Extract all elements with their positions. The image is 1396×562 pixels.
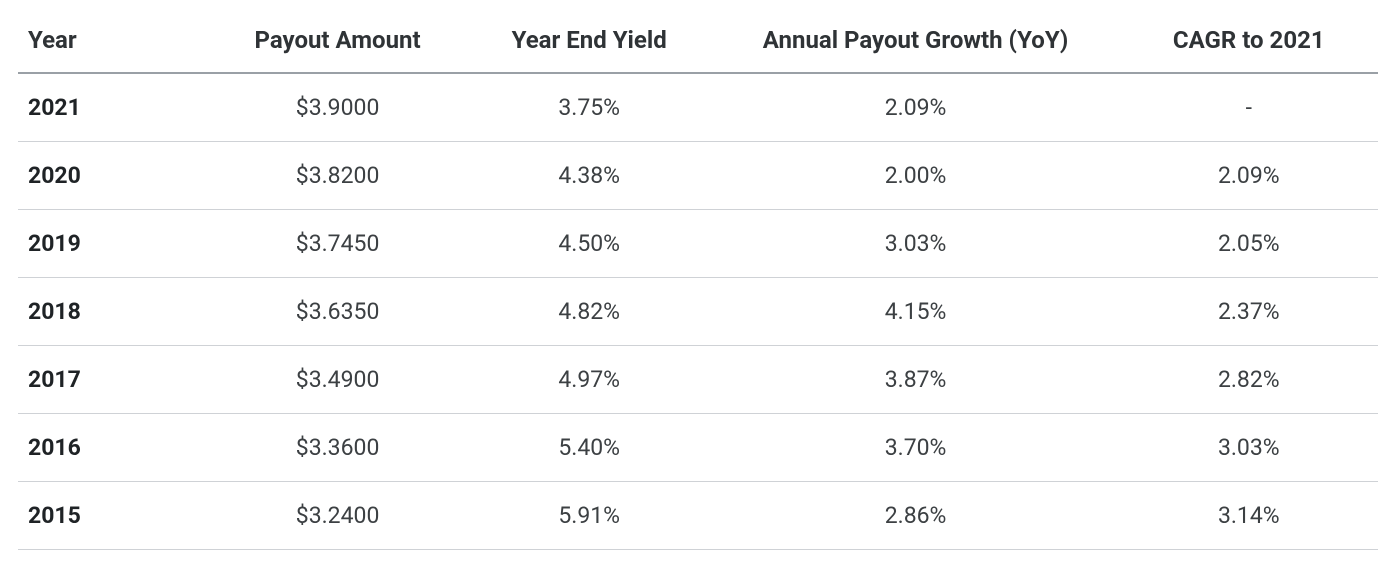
- cell-year: 2020: [18, 142, 208, 210]
- cell-cagr: 3.14%: [1120, 482, 1378, 550]
- cell-yield: 5.91%: [467, 482, 712, 550]
- cell-cagr: 2.82%: [1120, 346, 1378, 414]
- cell-year: 2016: [18, 414, 208, 482]
- cell-yield: 4.38%: [467, 142, 712, 210]
- cell-growth: 4.15%: [712, 278, 1120, 346]
- cell-yield: 4.97%: [467, 346, 712, 414]
- col-header-growth: Annual Payout Growth (YoY): [712, 12, 1120, 73]
- cell-payout: $3.2400: [208, 482, 466, 550]
- table-row: 2015 $3.2400 5.91% 2.86% 3.14%: [18, 482, 1378, 550]
- cell-growth: 3.87%: [712, 346, 1120, 414]
- col-header-year: Year: [18, 12, 208, 73]
- cell-payout: $3.7450: [208, 210, 466, 278]
- cell-payout: $3.6350: [208, 278, 466, 346]
- cell-payout: $3.3600: [208, 414, 466, 482]
- table-header-row: Year Payout Amount Year End Yield Annual…: [18, 12, 1378, 73]
- cell-year: 2017: [18, 346, 208, 414]
- cell-cagr: 2.37%: [1120, 278, 1378, 346]
- cell-year: 2015: [18, 482, 208, 550]
- table-row: 2016 $3.3600 5.40% 3.70% 3.03%: [18, 414, 1378, 482]
- cell-growth: 2.00%: [712, 142, 1120, 210]
- col-header-cagr: CAGR to 2021: [1120, 12, 1378, 73]
- cell-year: 2018: [18, 278, 208, 346]
- table-row: 2021 $3.9000 3.75% 2.09% -: [18, 73, 1378, 142]
- cell-payout: $3.4900: [208, 346, 466, 414]
- table-row: 2020 $3.8200 4.38% 2.00% 2.09%: [18, 142, 1378, 210]
- cell-growth: 2.09%: [712, 73, 1120, 142]
- cell-yield: 4.82%: [467, 278, 712, 346]
- cell-yield: 5.40%: [467, 414, 712, 482]
- table-row: 2018 $3.6350 4.82% 4.15% 2.37%: [18, 278, 1378, 346]
- cell-payout: $3.9000: [208, 73, 466, 142]
- table-row: 2017 $3.4900 4.97% 3.87% 2.82%: [18, 346, 1378, 414]
- cell-yield: 4.50%: [467, 210, 712, 278]
- col-header-yield: Year End Yield: [467, 12, 712, 73]
- cell-cagr: 2.09%: [1120, 142, 1378, 210]
- col-header-payout: Payout Amount: [208, 12, 466, 73]
- cell-cagr: 2.05%: [1120, 210, 1378, 278]
- table-row: 2019 $3.7450 4.50% 3.03% 2.05%: [18, 210, 1378, 278]
- cell-growth: 3.70%: [712, 414, 1120, 482]
- cell-payout: $3.8200: [208, 142, 466, 210]
- cell-cagr: 3.03%: [1120, 414, 1378, 482]
- cell-year: 2021: [18, 73, 208, 142]
- cell-cagr: -: [1120, 73, 1378, 142]
- payout-history-table: Year Payout Amount Year End Yield Annual…: [18, 12, 1378, 550]
- cell-year: 2019: [18, 210, 208, 278]
- cell-growth: 2.86%: [712, 482, 1120, 550]
- cell-yield: 3.75%: [467, 73, 712, 142]
- cell-growth: 3.03%: [712, 210, 1120, 278]
